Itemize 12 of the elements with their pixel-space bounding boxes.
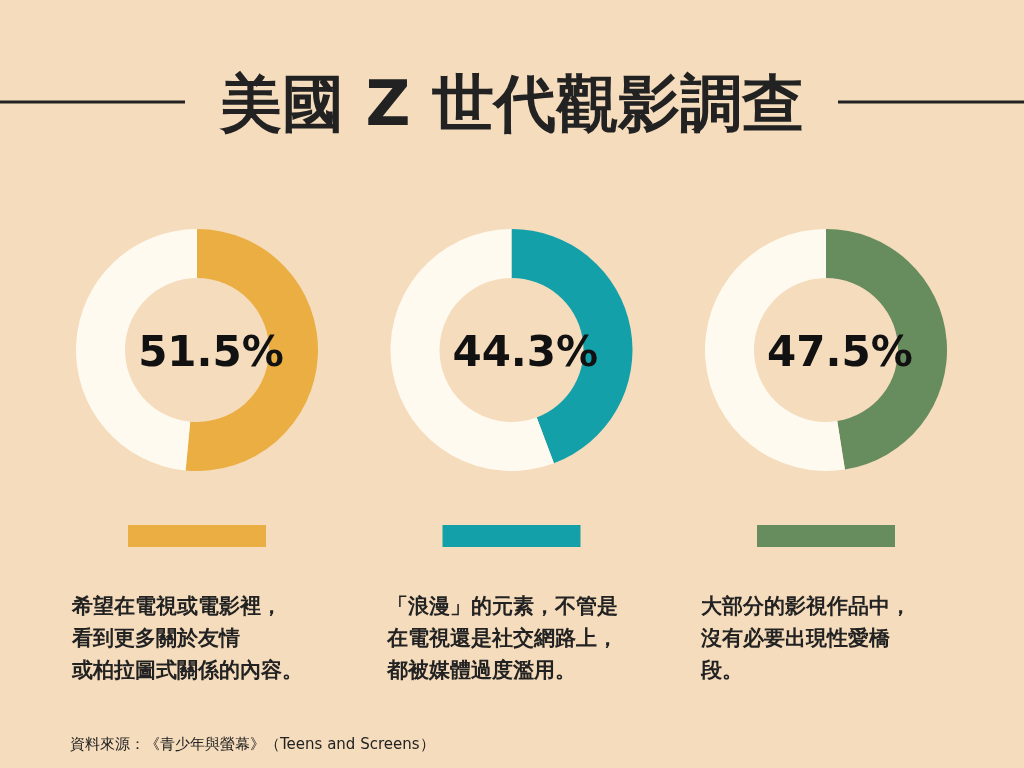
source-note: 資料來源：《青少年與螢幕》（Teens and Screens）	[70, 735, 435, 753]
text: 段。	[700, 658, 743, 682]
data-label: 51.5%	[138, 327, 284, 376]
text: 沒有必要出現性愛橋	[700, 626, 891, 650]
text: 在電視還是社交網路上，	[385, 626, 618, 650]
text: 看到更多關於友情	[71, 626, 240, 650]
text: 「浪漫」的元素，不管是	[386, 594, 618, 618]
text: 希望在電視或電影裡，	[71, 594, 282, 618]
text: 都被媒體過度濫用。	[385, 658, 576, 682]
text: 美國 Z 世代觀影調查	[218, 67, 805, 140]
text: 或柏拉圖式關係的內容。	[71, 658, 303, 682]
text: 大部分的影視作品中，	[701, 594, 911, 618]
